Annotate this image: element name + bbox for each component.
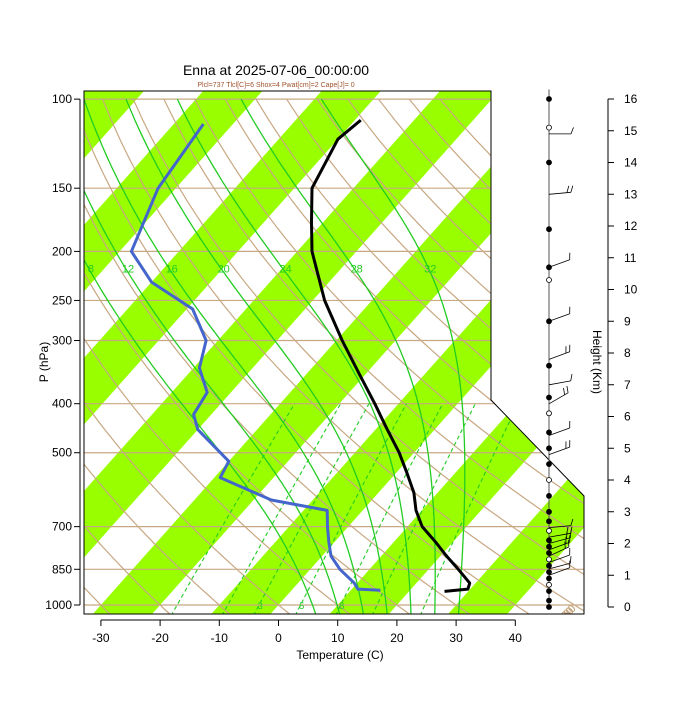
moist-adiabat-label: 20 <box>218 263 230 275</box>
height-tick-label: 9 <box>624 314 631 328</box>
mixing-ratio-label: 3 <box>258 601 263 611</box>
x-axis-label: Temperature (C) <box>296 648 383 662</box>
x-tick-label: 30 <box>449 631 463 645</box>
height-tick-label: 8 <box>624 346 631 360</box>
height-tick-label: 15 <box>624 124 638 138</box>
moist-adiabat-label: 12 <box>122 263 134 275</box>
height-tick-label: 6 <box>624 410 631 424</box>
x-tick-label: 10 <box>331 631 345 645</box>
wind-level-dot <box>547 411 552 416</box>
wind-level-dot <box>547 478 552 483</box>
wind-level-dot <box>547 563 552 568</box>
wind-level-dot <box>547 493 552 498</box>
x-tick-label: 40 <box>509 631 523 645</box>
moist-adiabat-label: 28 <box>351 263 363 275</box>
wind-level-dot <box>547 589 552 594</box>
wind-level-dot <box>547 519 552 524</box>
x-tick-label: 20 <box>390 631 404 645</box>
mixing-ratio-label: 8 <box>339 601 344 611</box>
y-tick-label: 200 <box>52 244 72 258</box>
wind-level-dot <box>547 125 552 130</box>
height-tick-label: 12 <box>624 219 638 233</box>
height-tick-label: 3 <box>624 505 631 519</box>
y-tick-label: 100 <box>52 92 72 106</box>
wind-level-dot <box>547 598 552 603</box>
y-tick-label: 400 <box>52 397 72 411</box>
wind-level-dot <box>547 430 552 435</box>
wind-level-dot <box>547 605 552 610</box>
moist-adiabat-label: 16 <box>166 263 178 275</box>
wind-level-dot <box>547 363 552 368</box>
y-tick-label: 500 <box>52 446 72 460</box>
wind-level-dot <box>547 557 552 562</box>
height-tick-label: 7 <box>624 378 631 392</box>
chart-subtitle: Plcl=737 Tlcl[C]=6 Shox=4 Pwat[cm]=2 Cap… <box>197 82 354 89</box>
y-axis-label: P (hPa) <box>37 342 51 382</box>
y-tick-label: 1000 <box>45 598 72 612</box>
x-tick-label: -30 <box>92 631 110 645</box>
wind-barb-feather <box>568 540 569 547</box>
moist-adiabat-label: 32 <box>424 263 436 275</box>
y-tick-label: 700 <box>52 520 72 534</box>
y-tick-label: 850 <box>52 562 72 576</box>
wind-level-dot <box>547 570 552 575</box>
wind-level-dot <box>547 462 552 467</box>
height-tick-label: 16 <box>624 92 638 106</box>
wind-level-dot <box>547 528 552 533</box>
wind-level-dot <box>547 576 552 581</box>
y-tick-label: 300 <box>52 333 72 347</box>
height-tick-label: 2 <box>624 537 631 551</box>
wind-level-dot <box>547 160 552 165</box>
wind-level-dot <box>547 544 552 549</box>
moist-adiabat-label: 24 <box>279 263 291 275</box>
x-tick-label: -10 <box>211 631 229 645</box>
height-tick-label: 4 <box>624 473 631 487</box>
wind-level-dot <box>547 278 552 283</box>
height-tick-label: 1 <box>624 568 631 582</box>
wind-level-dot <box>547 395 552 400</box>
wind-level-dot <box>547 509 552 514</box>
x-tick-label: -20 <box>151 631 169 645</box>
height-tick-label: 0 <box>624 600 631 614</box>
wind-level-dot <box>547 582 552 587</box>
y-tick-label: 250 <box>52 293 72 307</box>
wind-barb-feather <box>565 542 566 549</box>
chart-title: Enna at 2025-07-06_00:00:00 <box>183 62 369 78</box>
height-tick-label: 11 <box>624 251 637 265</box>
wind-level-dot <box>547 227 552 232</box>
mixing-ratio-label: 5 <box>299 601 304 611</box>
height-axis-label: Height (Km) <box>590 330 604 394</box>
height-tick-label: 5 <box>624 441 631 455</box>
wind-level-dot <box>547 551 552 556</box>
height-tick-label: 10 <box>624 283 638 297</box>
wind-level-dot <box>547 538 552 543</box>
height-tick-label: 14 <box>624 156 638 170</box>
height-tick-label: 13 <box>624 187 638 201</box>
x-tick-label: 0 <box>275 631 282 645</box>
y-tick-label: 150 <box>52 181 72 195</box>
wind-level-dot <box>547 446 552 451</box>
wind-level-dot <box>547 97 552 102</box>
moist-adiabat-label: 8 <box>88 263 94 275</box>
